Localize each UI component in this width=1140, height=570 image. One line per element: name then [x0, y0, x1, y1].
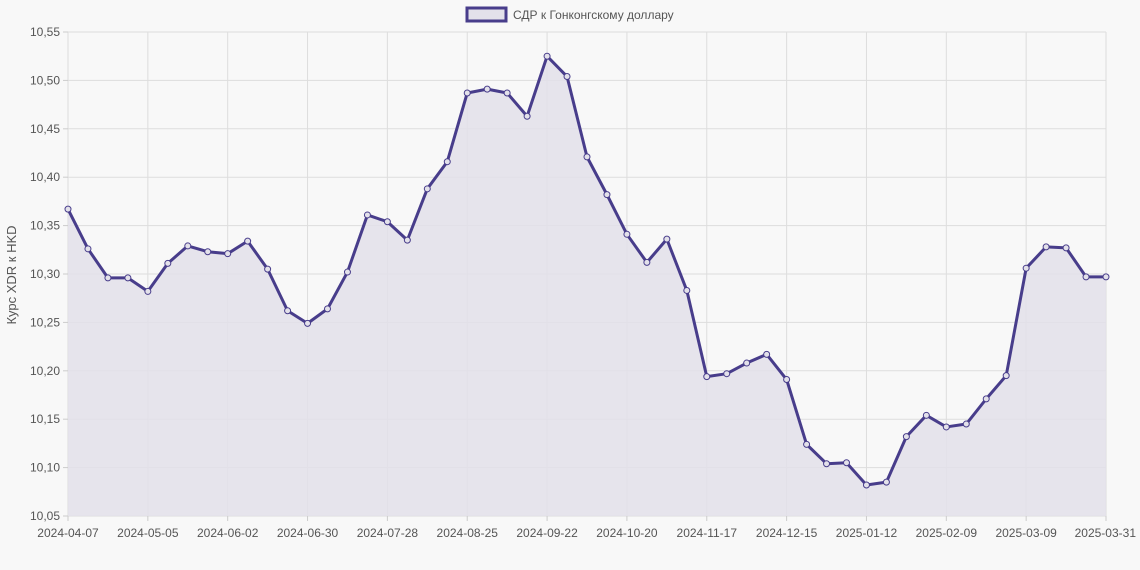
data-point — [483, 85, 491, 93]
data-point — [1082, 273, 1090, 281]
data-point — [1002, 372, 1010, 380]
x-tick-label: 2024-11-17 — [677, 526, 738, 540]
data-point — [922, 411, 930, 419]
data-point — [403, 236, 411, 244]
series-area — [68, 56, 1106, 516]
y-tick-label: 10,45 — [30, 122, 60, 136]
data-point — [743, 359, 751, 367]
data-point — [503, 89, 511, 97]
data-point — [343, 268, 351, 276]
data-point — [423, 185, 431, 193]
x-tick-label: 2025-03-09 — [995, 526, 1057, 540]
x-tick-label: 2024-07-28 — [357, 526, 419, 540]
data-points — [64, 52, 1110, 489]
data-point — [184, 242, 192, 250]
data-point — [902, 433, 910, 441]
data-point — [144, 287, 152, 295]
area-fill — [68, 56, 1106, 516]
x-tick-label: 2024-05-05 — [117, 526, 179, 540]
data-point — [84, 245, 92, 253]
data-point — [1102, 273, 1110, 281]
data-point — [284, 307, 292, 315]
data-point — [164, 259, 172, 267]
data-point — [643, 258, 651, 266]
legend-label[interactable]: СДР к Гонконгскому доллару — [513, 8, 674, 22]
y-tick-label: 10,15 — [30, 412, 60, 426]
x-tick-label: 2024-09-22 — [516, 526, 578, 540]
y-tick-label: 10,10 — [30, 461, 60, 475]
data-point — [463, 89, 471, 97]
y-tick-label: 10,25 — [30, 315, 60, 329]
data-point — [803, 440, 811, 448]
y-axis-title: Курс XDR к HKD — [4, 225, 19, 324]
data-point — [583, 153, 591, 161]
data-point — [1022, 264, 1030, 272]
data-point — [124, 274, 132, 282]
data-point — [683, 286, 691, 294]
data-point — [703, 373, 711, 381]
data-point — [723, 370, 731, 378]
x-axis-ticks: 2024-04-07 2024-05-05 2024-06-02 2024-06-30… — [37, 516, 1136, 540]
data-point — [363, 211, 371, 219]
data-point — [962, 420, 970, 428]
x-tick-label: 2025-01-12 — [836, 526, 898, 540]
y-tick-label: 10,05 — [30, 509, 60, 523]
data-point — [383, 218, 391, 226]
y-tick-label: 10,40 — [30, 170, 60, 184]
data-point — [862, 481, 870, 489]
x-tick-label: 2024-08-25 — [437, 526, 499, 540]
x-tick-label: 2024-06-02 — [197, 526, 259, 540]
y-tick-label: 10,20 — [30, 364, 60, 378]
y-tick-label: 10,55 — [30, 25, 60, 39]
y-tick-label: 10,50 — [30, 73, 60, 87]
data-point — [244, 237, 252, 245]
x-tick-label: 2024-10-20 — [596, 526, 658, 540]
legend-swatch[interactable] — [465, 6, 508, 23]
data-point — [204, 248, 212, 256]
y-axis-ticks: 10,05 10,10 10,15 10,20 10,25 10,30 10,35 10,40… — [30, 25, 68, 523]
y-tick-label: 10,30 — [30, 267, 60, 281]
data-point — [783, 376, 791, 384]
data-point — [264, 265, 272, 273]
x-tick-label: 2024-06-30 — [277, 526, 339, 540]
data-point — [1062, 244, 1070, 252]
data-point — [443, 158, 451, 166]
x-tick-label: 2025-02-09 — [916, 526, 978, 540]
data-point — [663, 235, 671, 243]
data-point — [603, 191, 611, 199]
data-point — [843, 459, 850, 467]
data-point — [823, 460, 831, 468]
data-point — [224, 250, 232, 258]
x-tick-label: 2025-03-31 — [1075, 526, 1137, 540]
data-point — [982, 395, 990, 403]
x-tick-label: 2024-04-07 — [37, 526, 99, 540]
x-tick-label: 2024-12-15 — [756, 526, 818, 540]
legend[interactable]: СДР к Гонконгскому доллару — [465, 6, 674, 23]
data-point — [763, 350, 771, 358]
data-point — [523, 112, 531, 120]
data-point — [104, 274, 112, 282]
data-point — [324, 305, 331, 313]
data-point — [1042, 243, 1050, 251]
data-point — [543, 52, 551, 60]
data-point — [623, 230, 631, 238]
data-point — [942, 423, 950, 431]
data-point — [563, 73, 571, 81]
data-point — [304, 319, 312, 327]
data-point — [64, 205, 72, 213]
data-point — [882, 478, 890, 486]
y-tick-label: 10,35 — [30, 219, 60, 233]
